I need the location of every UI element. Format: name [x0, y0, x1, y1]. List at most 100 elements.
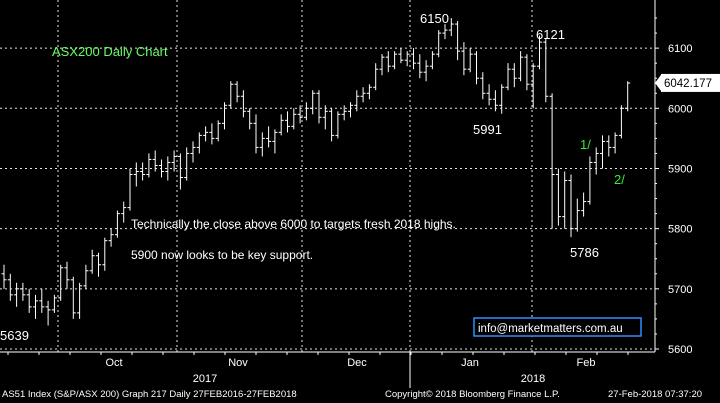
y-tick-label: 5700	[668, 284, 692, 296]
x-tick-label: Nov	[228, 357, 248, 369]
ohlc-bar	[33, 294, 38, 319]
ohlc-bar	[159, 159, 164, 178]
ohlc-bar	[51, 294, 57, 313]
ohlc-bar	[291, 108, 297, 130]
ohlc-bar	[417, 54, 423, 79]
ohlc-bar	[222, 102, 227, 130]
ohlc-bar	[341, 105, 347, 121]
ohlc-bar	[543, 39, 549, 103]
ohlc-bar	[480, 72, 486, 100]
ohlc-bar	[316, 90, 322, 124]
footer-timestamp: 27-Feb-2018 07:37:20	[608, 389, 703, 400]
ohlc-bar	[146, 153, 152, 178]
asx200-chart: 5600 5700 5800 5900 6000 6100 Oct Nov Dec Jan Feb 2…	[0, 0, 720, 388]
ohlc-bar	[530, 63, 536, 109]
ohlc-bar	[1, 264, 7, 289]
ohlc-bar	[266, 126, 272, 148]
ohlc-bar	[83, 264, 89, 289]
ohlc-bar	[58, 264, 64, 301]
ohlc-bar	[165, 156, 171, 181]
ohlc-bar	[492, 90, 498, 112]
ohlc-bar	[247, 108, 253, 130]
ohlc-bar	[524, 54, 530, 91]
ohlc-bar	[518, 51, 524, 82]
ohlc-bar	[366, 84, 372, 100]
watermark-text: info@marketmatters.com.au	[478, 323, 623, 335]
ohlc-bar	[322, 105, 328, 130]
year-label: 2017	[193, 373, 217, 385]
ohlc-bar	[474, 51, 479, 85]
y-tick-label: 6000	[668, 103, 692, 115]
ohlc-bar	[310, 90, 316, 115]
ohlc-bar	[461, 42, 467, 76]
ohlc-bar	[379, 54, 385, 76]
watermark-box	[473, 317, 642, 337]
x-tick-label: Feb	[577, 357, 596, 369]
annotation-text: 5786	[570, 245, 599, 260]
ohlc-bar	[429, 51, 435, 70]
ohlc-bar	[140, 162, 146, 181]
bloomberg-footer: AS51 Index (S&P/ASX 200) Graph 217 Daily…	[0, 388, 720, 403]
ohlc-bar	[587, 156, 593, 205]
ohlc-bar	[77, 282, 83, 319]
ohlc-bar	[215, 120, 221, 142]
ohlc-bar	[39, 288, 45, 313]
y-tick-label: 5800	[668, 224, 692, 236]
ohlc-bar	[392, 51, 398, 70]
ohlc-bar	[240, 90, 246, 118]
ohlc-bar	[228, 81, 234, 109]
ohlc-bar	[89, 249, 95, 274]
y-tick-label: 5900	[668, 163, 692, 175]
ohlc-bar	[555, 168, 561, 226]
ohlc-bar	[114, 210, 120, 238]
ohlc-bar	[152, 150, 158, 172]
ohlc-bar	[7, 273, 13, 301]
ohlc-bar	[108, 228, 114, 247]
ohlc-bar	[102, 237, 108, 271]
annotation-text: 2/	[614, 172, 625, 187]
ohlc-bar	[537, 35, 542, 70]
ohlc-bar	[203, 126, 209, 142]
y-tick-label: 5600	[668, 344, 692, 356]
ohlc-bar	[171, 150, 177, 172]
annotation-text: 5991	[473, 122, 502, 137]
ohlc-bar	[335, 111, 341, 139]
ohlc-bar	[278, 114, 284, 136]
ohlc-bar	[581, 192, 587, 217]
ohlc-bar	[127, 168, 133, 211]
ohlc-bar	[121, 201, 127, 223]
ohlc-bar	[606, 135, 612, 157]
annotation-text: 6150	[420, 11, 449, 26]
ohlc-bar	[455, 21, 461, 61]
ohlc-bar	[511, 63, 517, 88]
ohlc-bar	[209, 123, 215, 145]
ohlc-bar	[593, 147, 599, 175]
ohlc-bar	[562, 171, 568, 229]
ohlc-bar	[625, 81, 631, 112]
ohlc-bar	[177, 153, 183, 190]
last-value-label: 6042.177	[664, 78, 712, 90]
ohlc-bar	[398, 48, 404, 64]
ohlc-bar	[568, 174, 574, 238]
last-value-box	[661, 73, 720, 92]
ohlc-bar	[70, 276, 76, 319]
ohlc-bar	[411, 48, 416, 70]
ohlc-bar	[234, 81, 240, 103]
x-tick-label: Jan	[461, 357, 479, 369]
annotation-text: 6121	[536, 27, 565, 42]
ohlc-bar	[618, 105, 624, 139]
ohlc-bar	[26, 288, 32, 313]
footer-security-info: AS51 Index (S&P/ASX 200) Graph 217 Daily…	[2, 389, 297, 400]
ohlc-bar	[64, 261, 70, 289]
annotation-text: Technically the close above 6000 to targ…	[131, 217, 456, 231]
year-label: 2018	[521, 373, 545, 385]
ohlc-bar	[612, 132, 618, 154]
ohlc-bar	[448, 18, 454, 37]
ohlc-bar	[505, 63, 511, 91]
annotation-text: 1/	[580, 137, 591, 152]
ohlc-bar	[574, 198, 580, 232]
ohlc-bar	[285, 111, 290, 133]
ohlc-bar	[486, 84, 492, 106]
ohlc-bar	[297, 105, 303, 124]
ohlc-bar	[253, 114, 259, 154]
